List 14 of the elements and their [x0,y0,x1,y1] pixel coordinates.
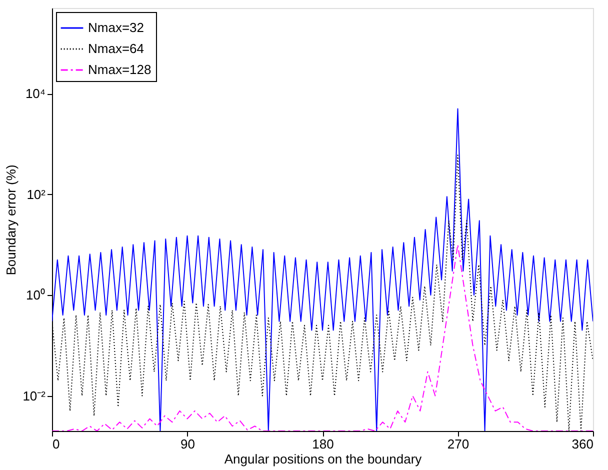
x-tick-label: 360 [572,436,594,452]
legend-label: Nmax=64 [88,41,144,56]
y-tick-label: 10⁴ [25,86,46,102]
y-axis-title: Boundary error (%) [4,164,19,276]
y-tick-label: 10⁰ [26,288,46,303]
x-tick-label: 0 [52,436,60,452]
legend-label: Nmax=32 [88,20,144,35]
x-axis-title: Angular positions on the boundary [224,452,422,466]
legend-label: Nmax=128 [88,62,152,77]
x-tick-label: 180 [312,436,334,452]
y-tick-label: 10⁻² [22,388,46,404]
x-tick-label: 270 [447,436,470,452]
x-tick-label: 90 [180,436,195,452]
y-tick-label: 10² [26,186,46,202]
